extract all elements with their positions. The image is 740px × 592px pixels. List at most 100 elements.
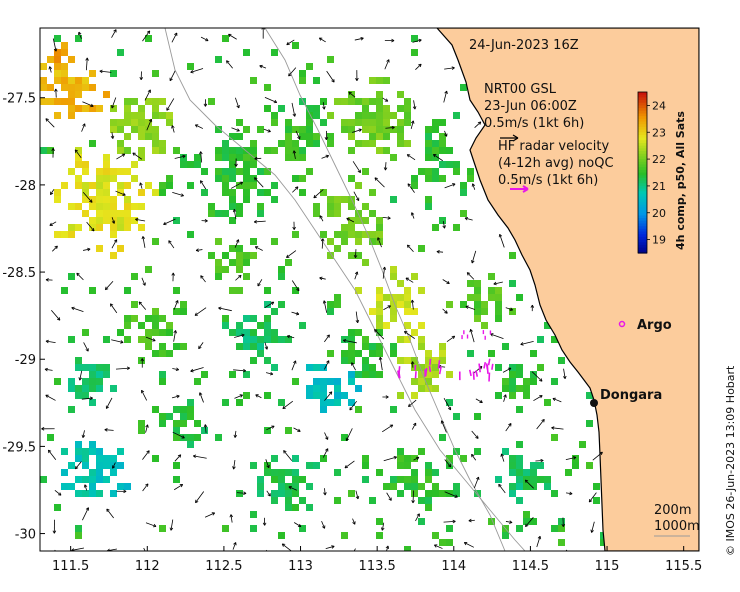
sst-pixel xyxy=(362,364,369,371)
sst-pixel xyxy=(215,154,222,161)
model-arrow xyxy=(194,307,207,316)
model-arrow xyxy=(171,32,178,43)
sst-pixel xyxy=(285,154,292,161)
sst-pixel xyxy=(481,308,488,315)
sst-pixel xyxy=(397,294,404,301)
sst-pixel xyxy=(327,301,334,308)
sst-pixel xyxy=(187,63,194,70)
sst-pixel xyxy=(250,77,257,84)
radar-vector xyxy=(483,362,487,369)
sst-pixel xyxy=(82,84,89,91)
sst-pixel xyxy=(82,462,89,469)
sst-pixel xyxy=(369,364,376,371)
sst-pixel xyxy=(201,427,208,434)
sst-pixel xyxy=(292,287,299,294)
sst-pixel xyxy=(432,371,439,378)
sst-pixel xyxy=(103,196,110,203)
sst-pixel xyxy=(488,294,495,301)
sst-pixel xyxy=(68,91,75,98)
sst-pixel xyxy=(243,168,250,175)
sst-pixel xyxy=(138,224,145,231)
sst-pixel xyxy=(264,322,271,329)
sst-pixel xyxy=(439,147,446,154)
sst-pixel xyxy=(54,70,61,77)
sst-pixel xyxy=(411,35,418,42)
sst-pixel xyxy=(103,462,110,469)
sst-pixel xyxy=(376,532,383,539)
model-arrow xyxy=(281,543,292,551)
sst-pixel xyxy=(222,175,229,182)
sst-pixel xyxy=(243,392,250,399)
sst-pixel xyxy=(250,462,257,469)
sst-pixel xyxy=(54,63,61,70)
y-axis: -27.5 -28 -28.5 -29 -29.5 -30 xyxy=(2,92,45,543)
sst-pixel xyxy=(362,231,369,238)
sst-pixel xyxy=(222,182,229,189)
model-arrow xyxy=(469,328,475,343)
sst-pixel xyxy=(376,518,383,525)
model-arrow xyxy=(382,395,389,399)
sst-pixel xyxy=(376,126,383,133)
sst-pixel xyxy=(61,49,68,56)
sst-pixel xyxy=(236,133,243,140)
sst-pixel xyxy=(187,434,194,441)
isobath-1000m xyxy=(264,28,506,551)
sst-pixel xyxy=(271,112,278,119)
sst-pixel xyxy=(439,217,446,224)
sst-pixel xyxy=(432,154,439,161)
model-arrow xyxy=(503,394,507,402)
sst-pixel xyxy=(320,392,327,399)
sst-pixel xyxy=(138,112,145,119)
sst-pixel xyxy=(285,497,292,504)
sst-pixel xyxy=(348,490,355,497)
sst-pixel xyxy=(103,476,110,483)
colorbar-tick-label: 19 xyxy=(652,234,666,247)
sst-pixel xyxy=(530,483,537,490)
sst-pixel xyxy=(236,399,243,406)
sst-pixel xyxy=(334,469,341,476)
model-arrow xyxy=(386,492,392,501)
sst-pixel xyxy=(152,140,159,147)
sst-pixel xyxy=(159,413,166,420)
sst-pixel xyxy=(509,378,516,385)
sst-pixel xyxy=(124,210,131,217)
sst-pixel xyxy=(390,126,397,133)
model-arrow xyxy=(412,100,417,110)
sst-pixel xyxy=(411,490,418,497)
sst-pixel xyxy=(124,315,131,322)
sst-pixel xyxy=(89,476,96,483)
sst-pixel xyxy=(418,483,425,490)
model-arrow xyxy=(263,128,271,133)
sst-pixel xyxy=(243,371,250,378)
sst-pixel xyxy=(404,462,411,469)
sst-pixel xyxy=(439,539,446,546)
colorbar-swatch xyxy=(638,185,647,190)
sst-pixel xyxy=(390,196,397,203)
model-arrow xyxy=(408,399,417,408)
sst-pixel xyxy=(243,161,250,168)
model-arrow xyxy=(563,368,567,380)
sst-pixel xyxy=(117,189,124,196)
sst-pixel xyxy=(75,147,82,154)
model-arrow xyxy=(403,331,415,339)
sst-pixel xyxy=(474,287,481,294)
sst-pixel xyxy=(446,399,453,406)
sst-pixel xyxy=(243,252,250,259)
sst-pixel xyxy=(362,126,369,133)
sst-pixel xyxy=(243,189,250,196)
sst-pixel xyxy=(376,294,383,301)
sst-pixel xyxy=(222,35,229,42)
sst-pixel xyxy=(201,168,208,175)
sst-pixel xyxy=(362,168,369,175)
sst-pixel xyxy=(264,84,271,91)
colorbar-swatch xyxy=(638,113,647,117)
sst-pixel xyxy=(397,476,404,483)
model-arrow xyxy=(82,192,93,203)
sst-pixel xyxy=(432,532,439,539)
model-arrow xyxy=(407,183,415,193)
model-arrow xyxy=(235,274,242,281)
model-arrow xyxy=(74,461,82,470)
radar-scale-arrow xyxy=(510,185,529,193)
model-arrow xyxy=(354,271,359,280)
model-arrow xyxy=(588,552,593,559)
